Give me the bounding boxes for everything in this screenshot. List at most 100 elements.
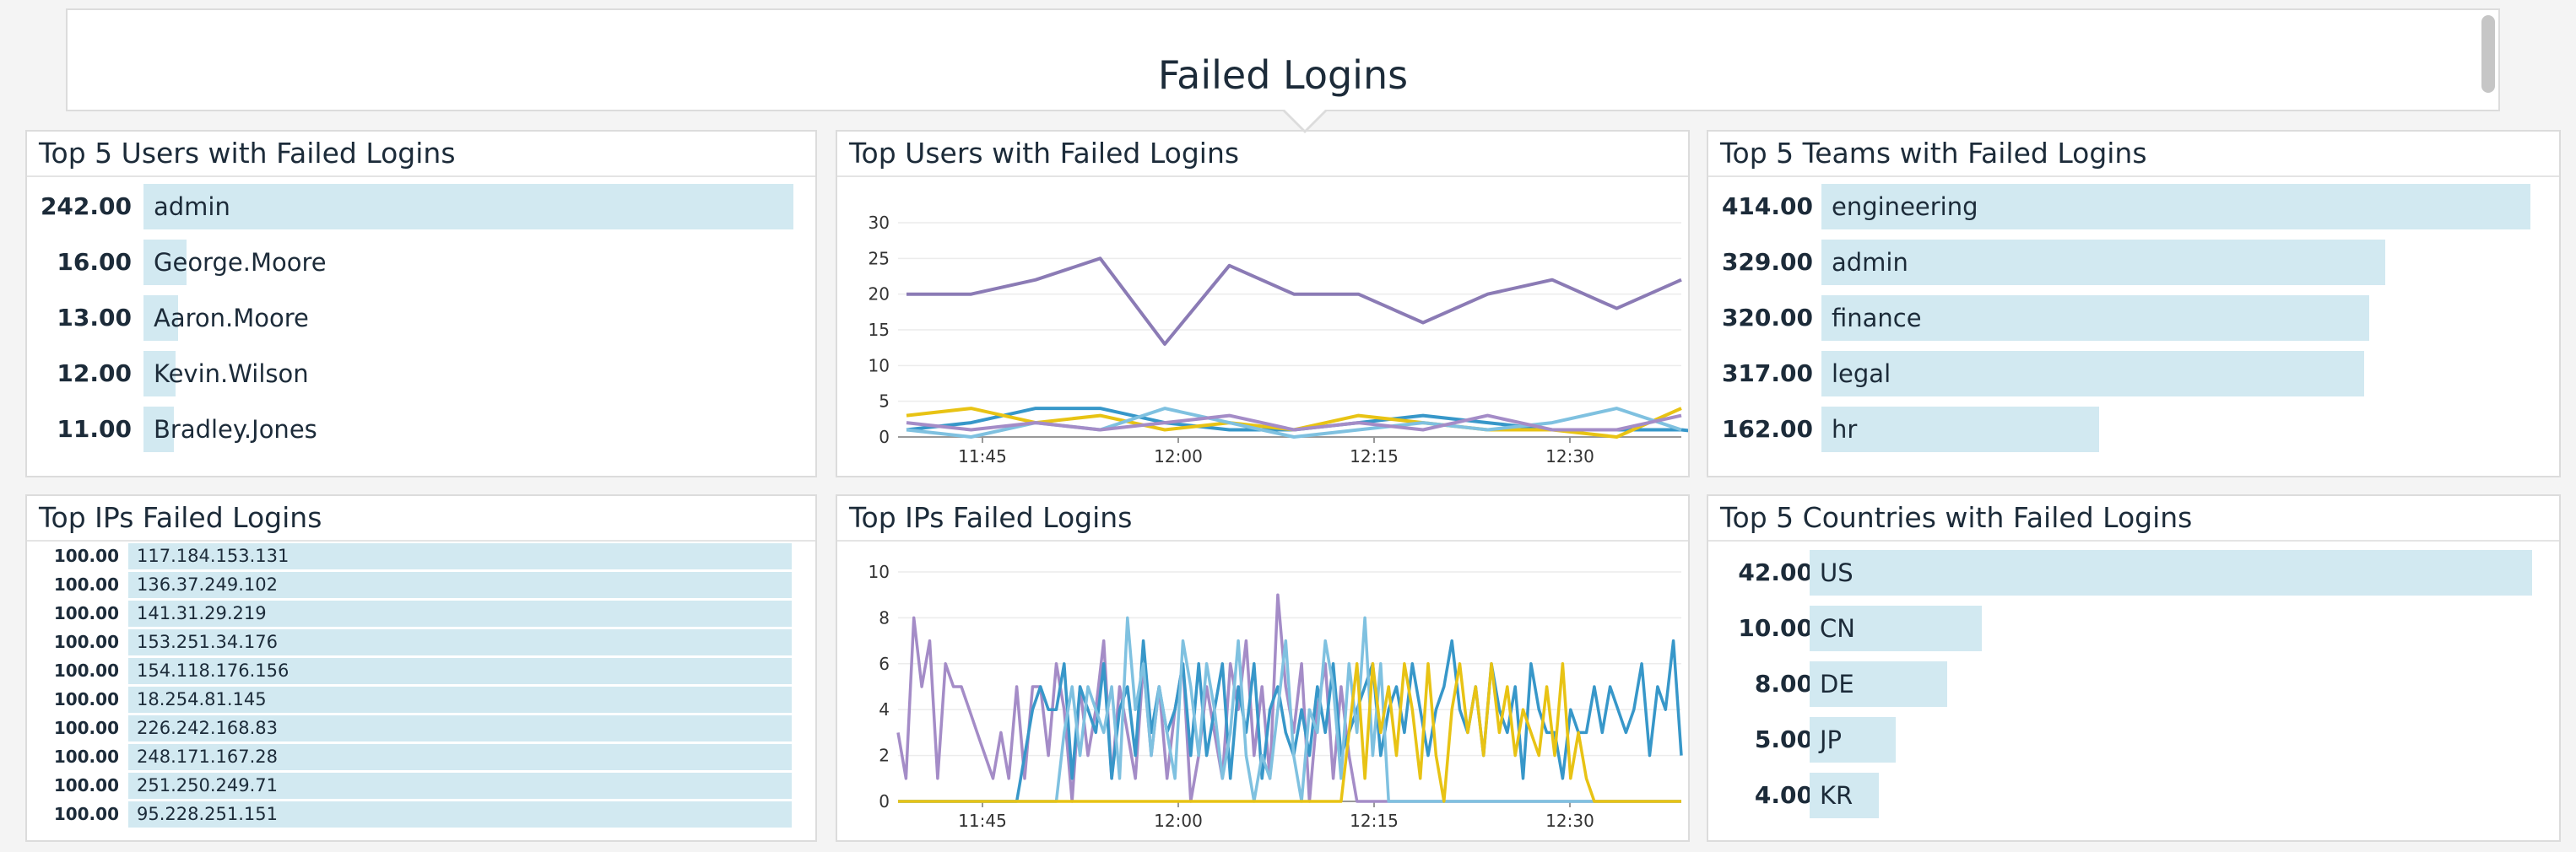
list-item[interactable]: 100.00 153.251.34.176	[27, 629, 815, 655]
list-item[interactable]: 414.00 engineering	[1708, 184, 2559, 229]
list-item-label: 251.250.249.71	[137, 775, 278, 795]
x-tick-label: 11:45	[958, 446, 1007, 466]
list-item[interactable]: 329.00 admin	[1708, 240, 2559, 285]
list-item-bar	[1810, 661, 1948, 707]
list-item-value: 100.00	[53, 775, 119, 795]
top-users-chart-panel: Top Users with Failed Logins 0 5 10 15 20 25 3…	[836, 130, 1690, 477]
list-item[interactable]: 100.00 136.37.249.102	[27, 572, 815, 598]
list-item[interactable]: 16.00 George.Moore	[27, 240, 815, 285]
list-item-label: hr	[1832, 415, 1858, 444]
list-item-label: 153.251.34.176	[137, 632, 278, 652]
list-item[interactable]: 100.00 117.184.153.131	[27, 543, 815, 569]
list-item[interactable]: 100.00 141.31.29.219	[27, 601, 815, 627]
x-tick-label: 12:15	[1350, 811, 1399, 831]
list-item-label: Aaron.Moore	[154, 304, 309, 332]
list-item-label: finance	[1832, 304, 1922, 332]
list-item-label: 248.171.167.28	[137, 747, 278, 767]
list-item[interactable]: 100.00 251.250.249.71	[27, 773, 815, 799]
x-tick-label: 11:45	[958, 811, 1007, 831]
list-item[interactable]: 12.00 Kevin.Wilson	[27, 351, 815, 396]
x-tick-label: 12:15	[1350, 446, 1399, 466]
list-item[interactable]: 42.00 US	[1708, 550, 2559, 596]
list-item-label: Bradley.Jones	[154, 415, 317, 444]
panel-divider	[1708, 540, 2559, 542]
list-item-value: 242.00	[40, 192, 132, 220]
list-item-value: 42.00	[1738, 558, 1813, 586]
list-item-bar	[1821, 240, 2385, 285]
y-tick-label: 2	[879, 746, 890, 766]
list-item-label: legal	[1832, 359, 1891, 388]
list-item[interactable]: 8.00 DE	[1708, 661, 2559, 707]
header-scrollbar[interactable]	[2476, 10, 2498, 110]
list-item[interactable]: 5.00 JP	[1708, 717, 2559, 763]
top-ips-line-chart[interactable]: 0 2 4 6 8 10 11:45 12:00 12:15 12:30	[837, 542, 1688, 840]
list-item[interactable]: 100.00 95.228.251.151	[27, 801, 815, 828]
list-item-value: 100.00	[53, 603, 119, 623]
list-item[interactable]: 317.00 legal	[1708, 351, 2559, 396]
list-item-bar	[1821, 351, 2365, 396]
header-scrollbar-thumb[interactable]	[2481, 15, 2495, 93]
list-item-bar	[1821, 407, 2099, 452]
list-item-value: 100.00	[53, 747, 119, 767]
list-item-label: JP	[1820, 725, 1843, 754]
dashboard-header: Failed Logins	[66, 8, 2500, 111]
panel-title: Top Users with Failed Logins	[849, 137, 1240, 170]
list-item-bar	[128, 629, 792, 655]
header-pointer	[1283, 108, 1327, 130]
y-tick-label: 10	[869, 355, 890, 375]
y-tick-label: 5	[879, 391, 890, 412]
list-item-bar	[1810, 717, 1896, 763]
list-item[interactable]: 100.00 154.118.176.156	[27, 658, 815, 684]
x-tick-label: 12:30	[1545, 811, 1594, 831]
y-tick-label: 6	[879, 654, 890, 674]
list-item[interactable]: 11.00 Bradley.Jones	[27, 407, 815, 452]
list-item[interactable]: 162.00 hr	[1708, 407, 2559, 452]
list-item-label: Kevin.Wilson	[154, 359, 309, 388]
list-item-value: 320.00	[1721, 304, 1813, 332]
list-item[interactable]: 100.00 226.242.168.83	[27, 715, 815, 741]
top-users-line-chart[interactable]: 0 5 10 15 20 25 30 11:45 12:00 12:15 12:30	[837, 177, 1688, 476]
list-item-bar	[143, 184, 793, 229]
list-item-label: engineering	[1832, 192, 1978, 221]
list-item-value: 100.00	[53, 718, 119, 738]
list-item-value: 5.00	[1754, 725, 1813, 753]
list-item-value: 329.00	[1721, 248, 1813, 276]
list-item[interactable]: 242.00 admin	[27, 184, 815, 229]
list-item-value: 13.00	[57, 304, 132, 332]
list-item-value: 100.00	[53, 689, 119, 709]
y-tick-label: 20	[869, 284, 890, 305]
top-teams-panel: Top 5 Teams with Failed Logins 414.00 eng…	[1707, 130, 2561, 477]
panel-title: Top 5 Users with Failed Logins	[39, 137, 456, 170]
list-item-bar	[1810, 550, 2532, 596]
list-item-value: 11.00	[57, 415, 132, 443]
list-item-bar	[128, 773, 792, 799]
list-item[interactable]: 100.00 18.254.81.145	[27, 687, 815, 713]
list-item-bar	[128, 687, 792, 713]
y-tick-label: 8	[879, 607, 890, 628]
list-item[interactable]: 4.00 KR	[1708, 773, 2559, 818]
list-item-label: CN	[1820, 614, 1855, 643]
list-item-value: 414.00	[1721, 192, 1813, 220]
list-item-value: 4.00	[1754, 781, 1813, 809]
series-line	[898, 662, 1681, 803]
top-users-panel: Top 5 Users with Failed Logins 242.00 adm…	[25, 130, 817, 477]
list-item-label: 154.118.176.156	[137, 661, 290, 681]
list-item-bar	[128, 601, 792, 627]
y-tick-label: 4	[879, 699, 890, 720]
list-item-bar	[143, 407, 174, 452]
list-item-bar	[1810, 773, 1879, 818]
list-item-value: 100.00	[53, 546, 119, 566]
y-tick-label: 15	[869, 320, 890, 340]
list-item-label: 226.242.168.83	[137, 718, 278, 738]
list-item-bar	[128, 715, 792, 741]
list-item[interactable]: 320.00 finance	[1708, 295, 2559, 341]
list-item-value: 10.00	[1738, 614, 1813, 642]
panel-title: Top IPs Failed Logins	[849, 501, 1133, 534]
list-item-label: DE	[1820, 670, 1854, 698]
list-item[interactable]: 100.00 248.171.167.28	[27, 744, 815, 770]
list-item[interactable]: 13.00 Aaron.Moore	[27, 295, 815, 341]
list-item-value: 12.00	[57, 359, 132, 387]
top-countries-panel: Top 5 Countries with Failed Logins 42.00…	[1707, 494, 2561, 842]
list-item[interactable]: 10.00 CN	[1708, 606, 2559, 651]
list-item-value: 16.00	[57, 248, 132, 276]
